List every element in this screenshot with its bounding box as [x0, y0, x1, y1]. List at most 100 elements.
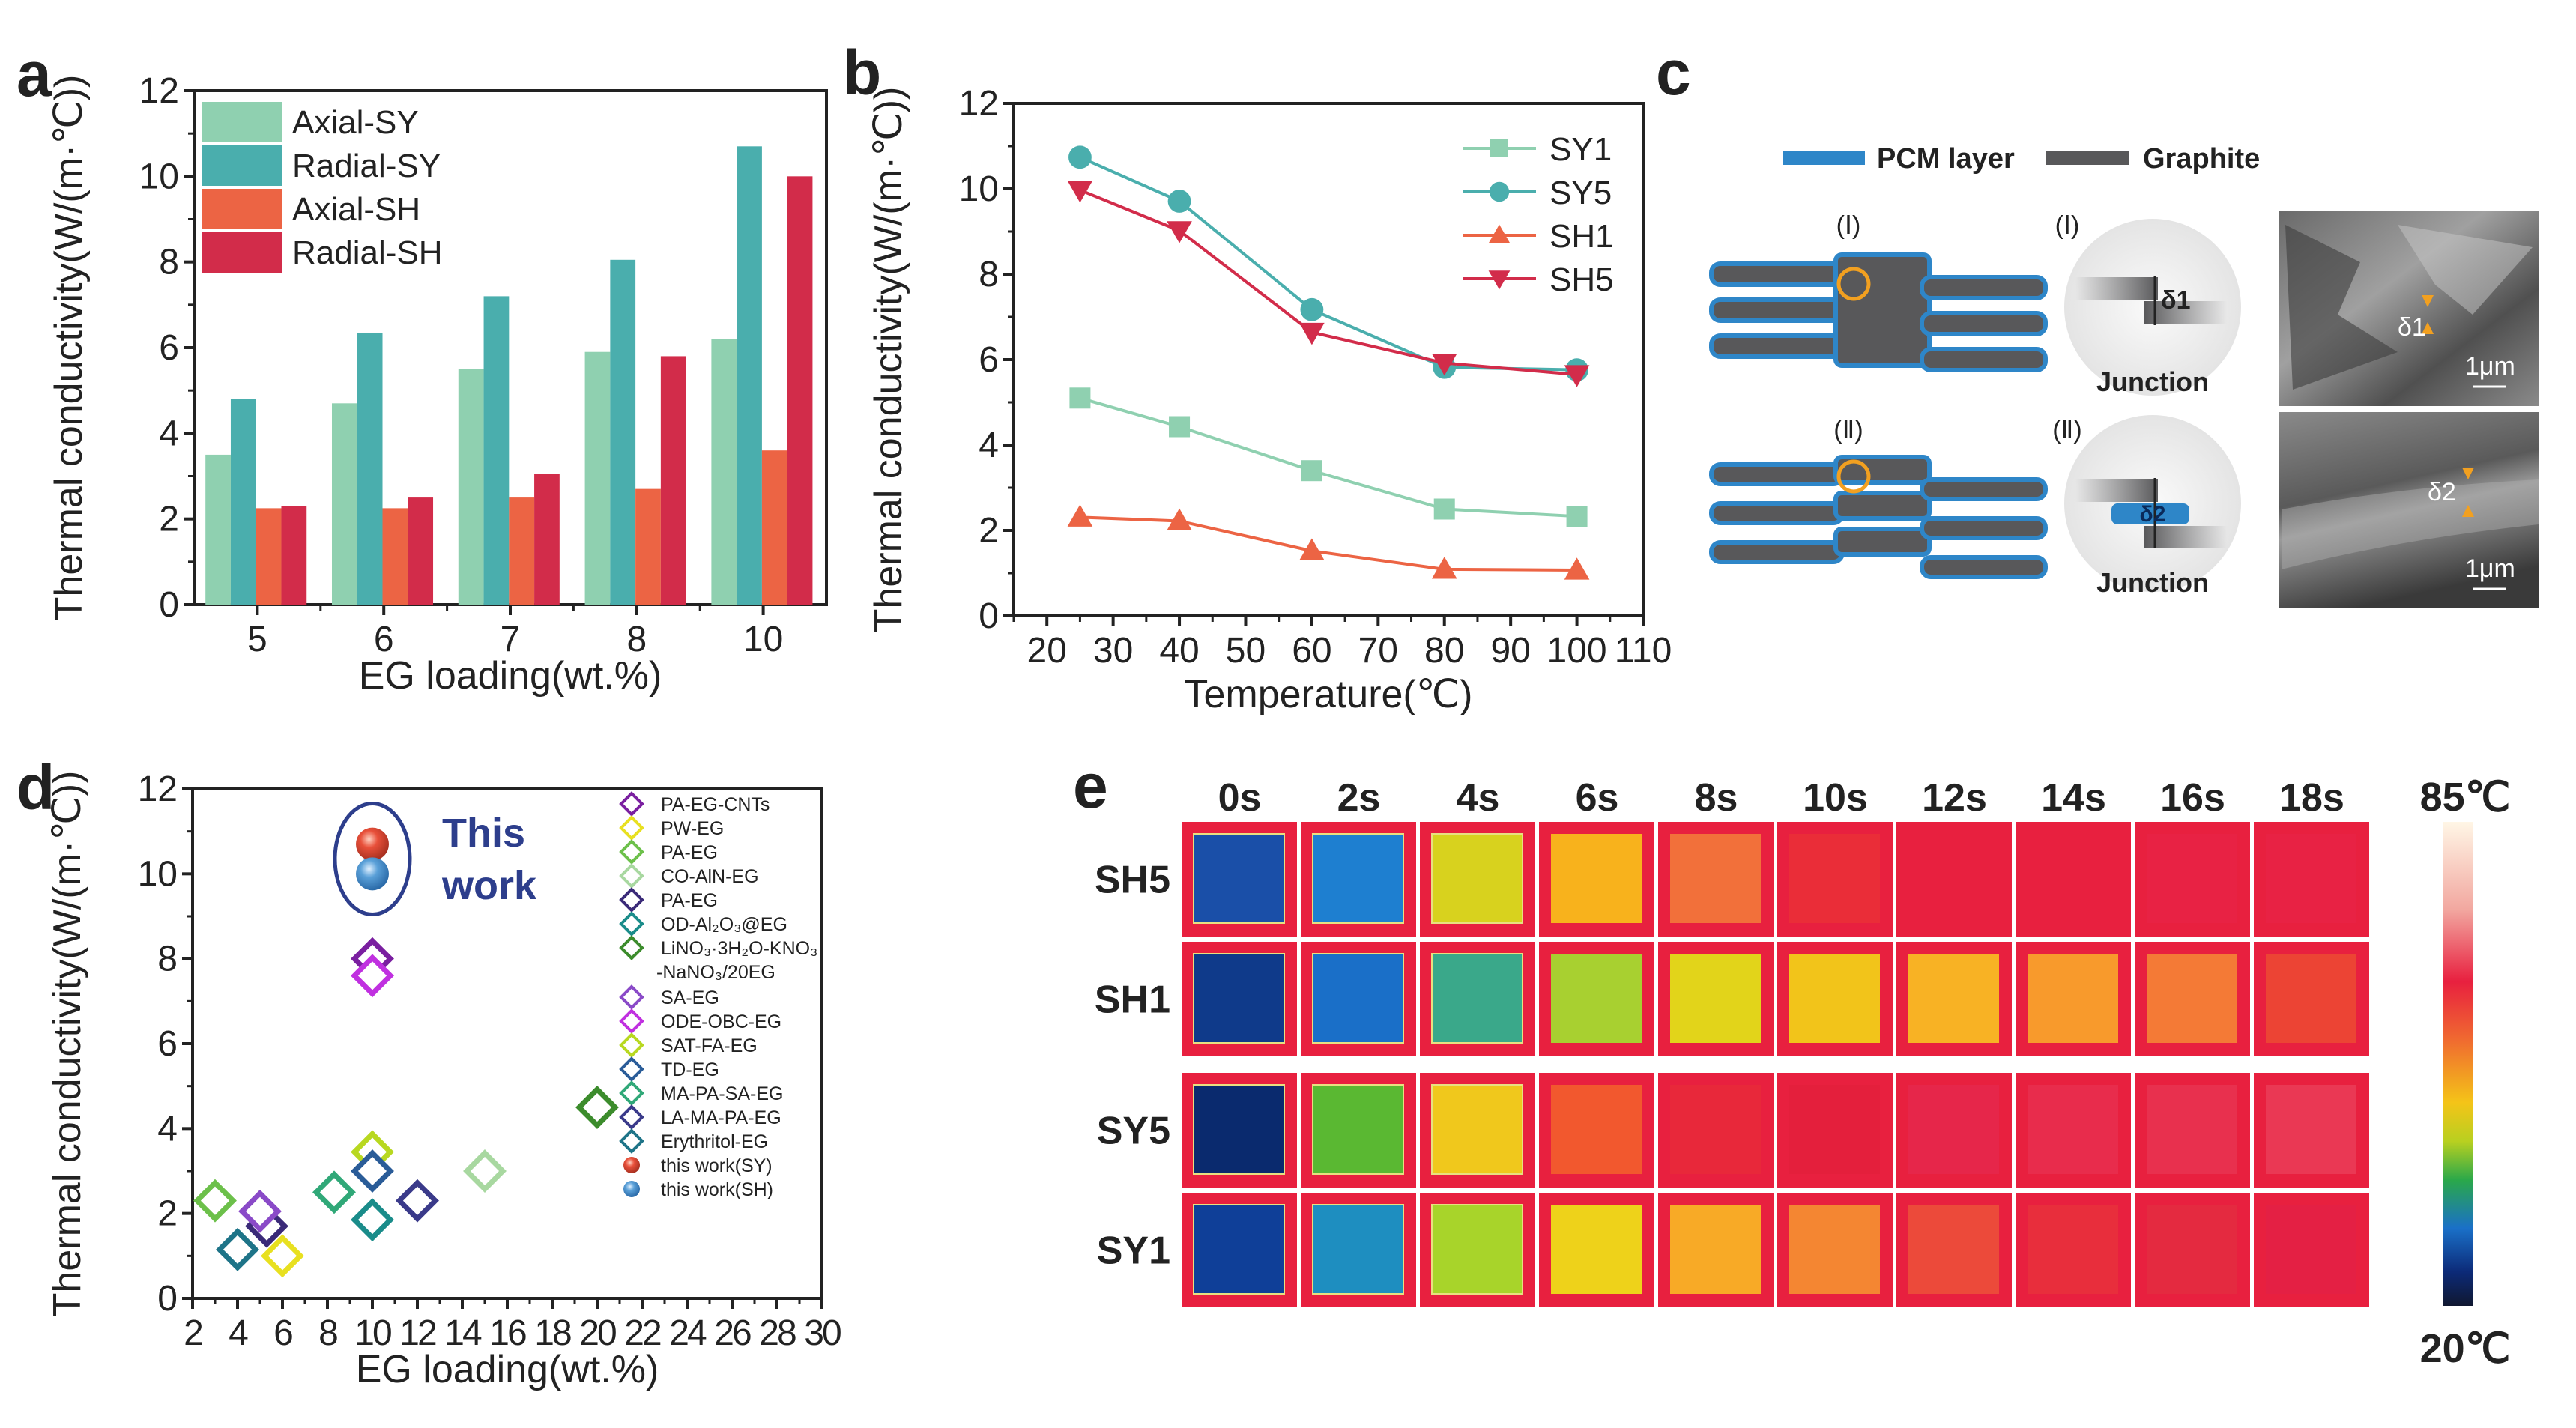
plot-frame: [1012, 102, 1645, 617]
bar-radial-sy: [483, 296, 510, 605]
data-point-ode-obc-eg: [351, 954, 394, 998]
data-point-sy1: [1433, 498, 1455, 520]
legend-label: this work(SH): [661, 1179, 773, 1200]
legend-label-pcm: PCM layer: [1877, 143, 2015, 175]
x-tick-label: 20: [579, 1313, 616, 1353]
data-point-sh5: [1564, 365, 1590, 387]
data-point-sh5: [1067, 181, 1093, 203]
x-tick-label: 22: [624, 1313, 661, 1353]
y-tick-label: 0: [159, 585, 179, 625]
legend-label: SH5: [1549, 261, 1614, 298]
y-tick-label: 10: [139, 157, 179, 196]
legend-marker: [619, 815, 644, 841]
this-work-ellipse: [333, 802, 412, 916]
x-tick-label: 6: [273, 1313, 292, 1353]
legend-marker: [619, 984, 644, 1010]
column-header: 4s: [1457, 776, 1500, 820]
data-point-sy1: [1566, 506, 1588, 527]
sem-delta2-label: δ2: [2428, 478, 2456, 506]
thermal-cell-sample: [2147, 834, 2237, 923]
x-axis-label: Temperature(℃): [1185, 673, 1473, 716]
data-point-la-ma-pa-eg: [396, 1179, 439, 1223]
column-header: 2s: [1337, 776, 1381, 820]
legend-marker: [619, 1104, 644, 1130]
legend-label: Axial-SY: [292, 104, 419, 141]
thermal-cell-sample: [1312, 1084, 1404, 1175]
bar-axial-sh: [382, 508, 408, 605]
thermal-cell-sample: [2266, 954, 2356, 1043]
legend-label: SA-EG: [661, 987, 719, 1008]
colorbar-max-label: 85℃: [2420, 775, 2511, 820]
legend-label: CO-AlN-EG: [661, 866, 759, 887]
bar-radial-sh: [408, 497, 434, 605]
data-point-this-work-sh-: [356, 857, 389, 891]
data-point-sh1: [1299, 538, 1325, 560]
y-axis-label: Thermal conductivity(W/(m·℃)): [47, 75, 91, 621]
x-tick-label: 60: [1292, 631, 1331, 671]
y-tick-label: 8: [159, 243, 179, 282]
y-tick-label: 4: [979, 426, 999, 465]
thermal-cell-sample: [1312, 1204, 1404, 1295]
x-tick-label: 10: [743, 620, 783, 659]
legend-swatch: [202, 232, 282, 273]
legend-label: Radial-SH: [292, 235, 443, 271]
legend-marker: [1490, 139, 1508, 157]
thermal-cell-sample: [2266, 1085, 2356, 1174]
data-point-co-aln-eg: [463, 1149, 507, 1193]
bar-axial-sy: [205, 454, 231, 605]
case2-junction-label: (Ⅱ): [2052, 416, 2081, 444]
x-tick-label: 50: [1226, 631, 1266, 671]
legend-marker: [623, 1181, 640, 1197]
thermal-cell-sample: [1193, 833, 1285, 924]
x-tick-label: 24: [669, 1313, 707, 1353]
legend-label: SY1: [1549, 131, 1612, 168]
x-tick-label: 28: [759, 1313, 796, 1353]
bar-radial-sy: [357, 332, 383, 605]
thermal-cell-sample: [1312, 953, 1404, 1044]
thermal-cell-sample: [1431, 833, 1523, 924]
thermal-cell-sample: [1670, 954, 1761, 1043]
thermal-cell-sample: [1551, 834, 1642, 923]
thermal-cell-sample: [1431, 1084, 1523, 1175]
thermal-cell-sample: [1312, 833, 1404, 924]
column-header: 0s: [1218, 776, 1262, 820]
column-header: 6s: [1576, 776, 1619, 820]
data-point-sy5: [1068, 145, 1092, 169]
data-point-td-eg: [351, 1149, 394, 1193]
data-point-sh1: [1167, 508, 1192, 531]
data-point-sh5: [1167, 221, 1192, 243]
thermal-cell-sample: [2147, 954, 2237, 1043]
data-point-erythritol-eg: [216, 1227, 259, 1271]
thermal-cell-sample: [1193, 1084, 1285, 1175]
thermal-cell-sample: [1431, 1204, 1523, 1295]
legend-marker: [1489, 181, 1510, 202]
y-tick-label: 12: [139, 71, 179, 111]
legend-marker: [619, 1008, 644, 1034]
bar-axial-sh: [635, 488, 661, 605]
bar-radial-sy: [737, 146, 762, 605]
x-tick-label: 8: [318, 1313, 337, 1353]
y-tick-label: 2: [159, 500, 179, 539]
thermal-cell-sample: [1431, 953, 1523, 1044]
legend-marker: [619, 1056, 644, 1082]
legend-marker: [619, 839, 644, 865]
x-tick-label: 8: [626, 620, 647, 659]
column-header: 14s: [2041, 776, 2106, 820]
junction-highlight-circle: [1836, 267, 1871, 301]
column-header: 18s: [2279, 776, 2344, 820]
bar-chart-a: 0 2 4 6 8 10 12 Thermal conductivity(W/(m·℃)) EG…: [47, 71, 828, 698]
thermal-cell-sample: [1551, 954, 1642, 1043]
diagram-c: PCM layer Graphite (Ⅰ) (Ⅱ) δ1 (Ⅰ) Juncti…: [1709, 143, 2539, 608]
data-point-pw-eg: [261, 1234, 304, 1278]
x-tick-label: 26: [714, 1313, 751, 1353]
legend-label: TD-EG: [661, 1059, 719, 1080]
panel-label-e: e: [1073, 751, 1108, 821]
thermal-cell-sample: [1789, 954, 1880, 1043]
legend-swatch-pcm: [1783, 151, 1865, 165]
data-point-sh1: [1431, 557, 1457, 579]
layer-structure-1: [1709, 252, 2048, 372]
thermal-cell-sample: [1193, 1204, 1285, 1295]
thermal-cell-sample: [1670, 834, 1761, 923]
